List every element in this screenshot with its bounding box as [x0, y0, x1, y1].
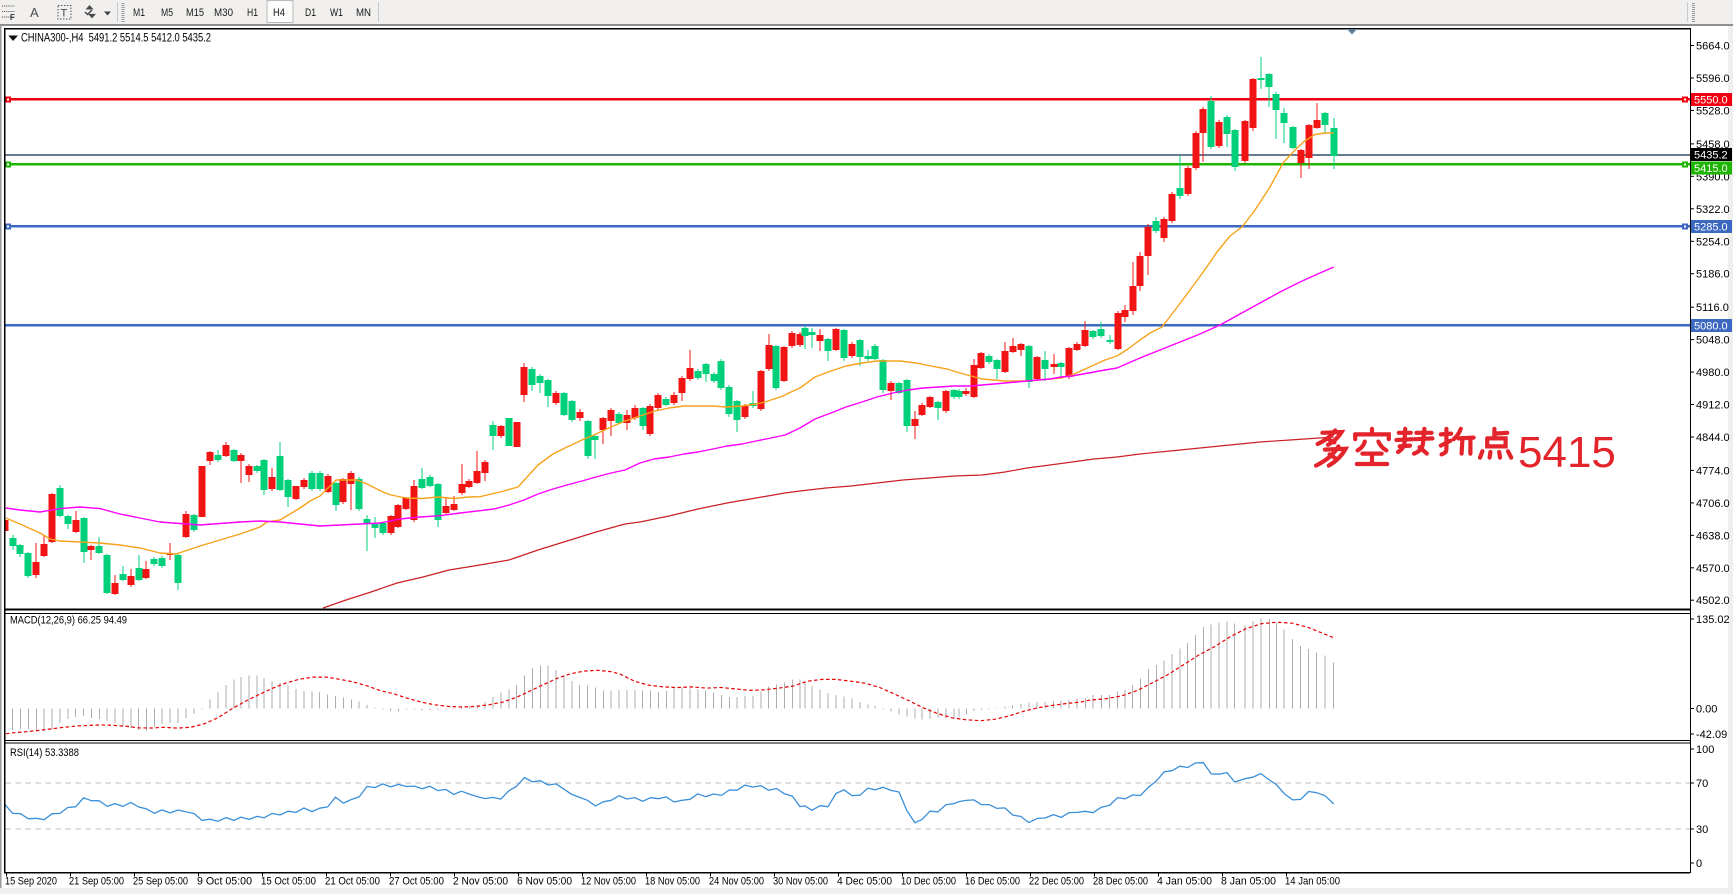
svg-text:M30: M30 [214, 7, 233, 19]
svg-text:0: 0 [1696, 858, 1702, 870]
svg-text:30 Nov 05:00: 30 Nov 05:00 [773, 876, 828, 888]
svg-text:15 Oct 05:00: 15 Oct 05:00 [261, 876, 316, 888]
svg-text:21 Oct 05:00: 21 Oct 05:00 [325, 876, 380, 888]
svg-text:6 Nov 05:00: 6 Nov 05:00 [517, 876, 572, 888]
svg-text:14 Jan 05:00: 14 Jan 05:00 [1285, 876, 1340, 888]
svg-text:10 Dec 05:00: 10 Dec 05:00 [901, 876, 956, 888]
svg-text:D1: D1 [305, 7, 316, 19]
svg-text:T: T [61, 8, 68, 20]
svg-text:24 Nov 05:00: 24 Nov 05:00 [709, 876, 764, 888]
svg-text:5664.0: 5664.0 [1696, 41, 1730, 53]
svg-text:5435.2: 5435.2 [1694, 150, 1728, 162]
svg-text:5116.0: 5116.0 [1696, 302, 1729, 314]
svg-text:4706.0: 4706.0 [1696, 498, 1730, 510]
svg-text:30: 30 [1696, 824, 1708, 836]
svg-text:18 Nov 05:00: 18 Nov 05:00 [645, 876, 700, 888]
svg-text:5415: 5415 [1518, 428, 1616, 477]
svg-text:70: 70 [1696, 778, 1708, 790]
svg-text:4774.0: 4774.0 [1696, 465, 1730, 477]
svg-text:W1: W1 [330, 7, 343, 19]
svg-text:4 Jan 05:00: 4 Jan 05:00 [1157, 876, 1212, 888]
svg-text:M1: M1 [133, 7, 145, 19]
svg-text:5596.0: 5596.0 [1696, 73, 1730, 85]
svg-text:RSI(14) 53.3388: RSI(14) 53.3388 [10, 747, 79, 759]
svg-text:5322.0: 5322.0 [1696, 204, 1730, 216]
svg-text:8 Jan 05:00: 8 Jan 05:00 [1221, 876, 1276, 888]
svg-text:MN: MN [356, 7, 371, 19]
svg-text:-42.09: -42.09 [1696, 729, 1727, 741]
svg-text:F: F [10, 13, 15, 22]
svg-text:H4: H4 [273, 7, 285, 19]
svg-text:CHINA300-,H4 5491.2 5514.5 54: CHINA300-,H4 5491.2 5514.5 5412.0 5435.2 [21, 33, 211, 45]
svg-text:28 Dec 05:00: 28 Dec 05:00 [1093, 876, 1148, 888]
svg-text:5285.0: 5285.0 [1694, 222, 1728, 234]
svg-text:2 Nov 05:00: 2 Nov 05:00 [453, 876, 508, 888]
svg-text:9 Oct 05:00: 9 Oct 05:00 [197, 876, 252, 888]
svg-text:M15: M15 [186, 7, 204, 19]
svg-text:4912.0: 4912.0 [1696, 400, 1730, 412]
svg-text:27 Oct 05:00: 27 Oct 05:00 [389, 876, 444, 888]
svg-text:5415.0: 5415.0 [1694, 163, 1728, 175]
svg-text:H1: H1 [247, 7, 258, 19]
svg-text:0.00: 0.00 [1696, 704, 1717, 716]
svg-text:5080.0: 5080.0 [1694, 321, 1728, 333]
svg-text:4502.0: 4502.0 [1696, 595, 1730, 607]
svg-text:15 Sep 2020: 15 Sep 2020 [5, 876, 57, 888]
svg-text:21 Sep 05:00: 21 Sep 05:00 [69, 876, 124, 888]
svg-text:4638.0: 4638.0 [1696, 530, 1730, 542]
svg-text:22 Dec 05:00: 22 Dec 05:00 [1029, 876, 1084, 888]
svg-text:12 Nov 05:00: 12 Nov 05:00 [581, 876, 636, 888]
svg-text:5254.0: 5254.0 [1696, 236, 1730, 248]
svg-text:5458.0: 5458.0 [1696, 139, 1730, 151]
svg-text:4980.0: 4980.0 [1696, 367, 1730, 379]
svg-text:5186.0: 5186.0 [1696, 269, 1730, 281]
svg-text:16 Dec 05:00: 16 Dec 05:00 [965, 876, 1020, 888]
svg-text:4570.0: 4570.0 [1696, 563, 1730, 575]
svg-text:25 Sep 05:00: 25 Sep 05:00 [133, 876, 188, 888]
svg-text:MACD(12,26,9) 66.25 94.49: MACD(12,26,9) 66.25 94.49 [10, 615, 127, 627]
svg-text:A: A [30, 5, 39, 20]
svg-text:5528.0: 5528.0 [1696, 105, 1730, 117]
svg-text:100: 100 [1696, 744, 1714, 756]
svg-text:135.02: 135.02 [1696, 614, 1730, 626]
svg-text:M5: M5 [161, 7, 173, 19]
svg-text:4 Dec 05:00: 4 Dec 05:00 [837, 876, 892, 888]
svg-text:5550.0: 5550.0 [1694, 95, 1728, 107]
svg-text:5048.0: 5048.0 [1696, 335, 1730, 347]
svg-text:4844.0: 4844.0 [1696, 432, 1730, 444]
